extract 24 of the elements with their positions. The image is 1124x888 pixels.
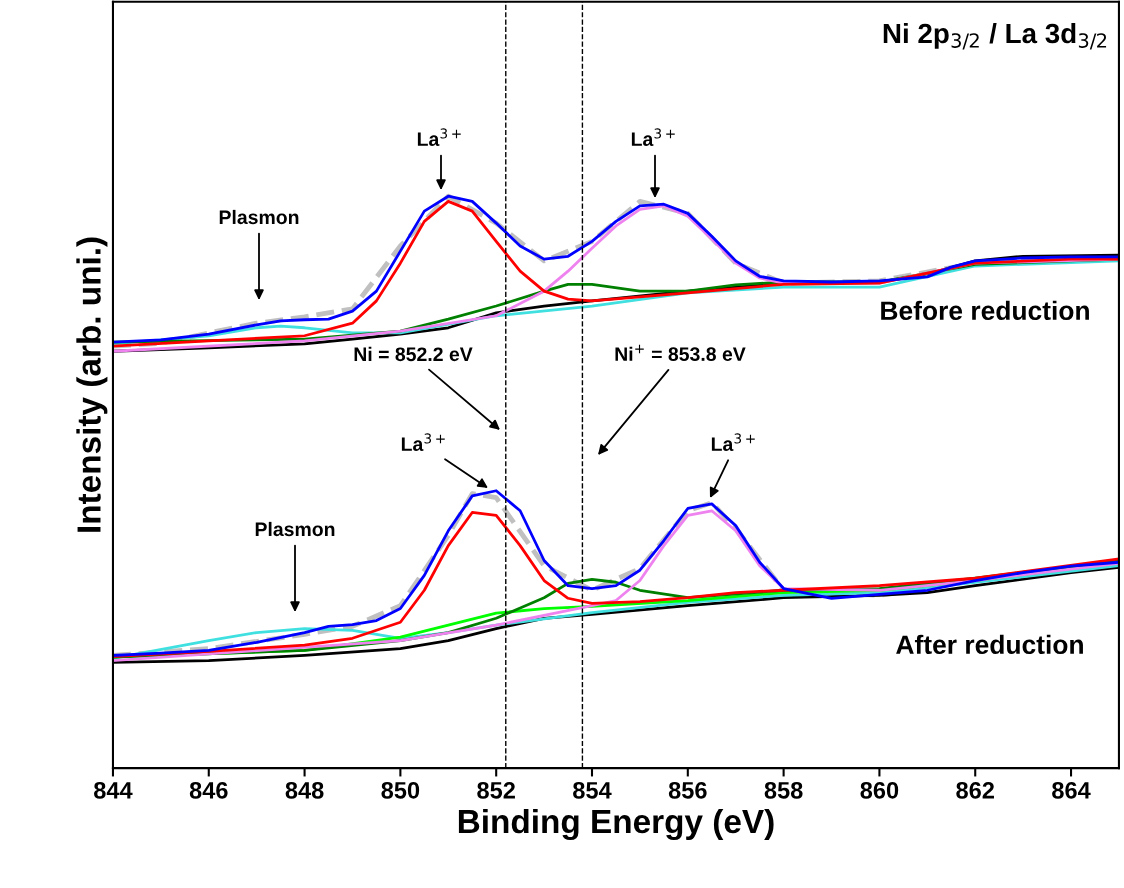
- x-tick-label: 850: [381, 781, 420, 799]
- x-tick-label: 854: [573, 781, 612, 799]
- annotation: Before reduction: [881, 300, 1089, 321]
- x-tick-label: 848: [285, 781, 324, 799]
- annotation: Plasmon: [219, 209, 299, 225]
- text: La$^{3+}$: [417, 128, 461, 147]
- x-tick-label: 846: [189, 781, 228, 799]
- annotation: Ni$^{+}$ = 853.8 eV: [615, 344, 746, 362]
- x-tick-label: 860: [860, 781, 899, 799]
- x-tick-label: 856: [668, 781, 707, 799]
- x-tick-label: 852: [477, 781, 515, 799]
- annotation: After reduction: [896, 634, 1083, 655]
- x-tick-label: 864: [1052, 781, 1091, 799]
- x-tick-label: 844: [94, 781, 133, 799]
- y-axis-title: Intensity (arb. uni.): [76, 237, 108, 532]
- annotation: La$^{3+}$: [401, 433, 445, 452]
- annotation: La$^{3+}$: [711, 433, 755, 452]
- x-tick-label: 858: [764, 781, 803, 799]
- text: La$^{3+}$: [631, 128, 675, 147]
- annotation: Plasmon: [255, 521, 335, 537]
- x-tick-label: 862: [956, 781, 994, 799]
- x-axis-title: Binding Energy (eV): [458, 808, 774, 841]
- annotation: Ni = 852.2 eV: [354, 346, 473, 362]
- chart-title: Ni 2p$_{3/2}$ / La 3d$_{3/2}$: [883, 22, 1107, 50]
